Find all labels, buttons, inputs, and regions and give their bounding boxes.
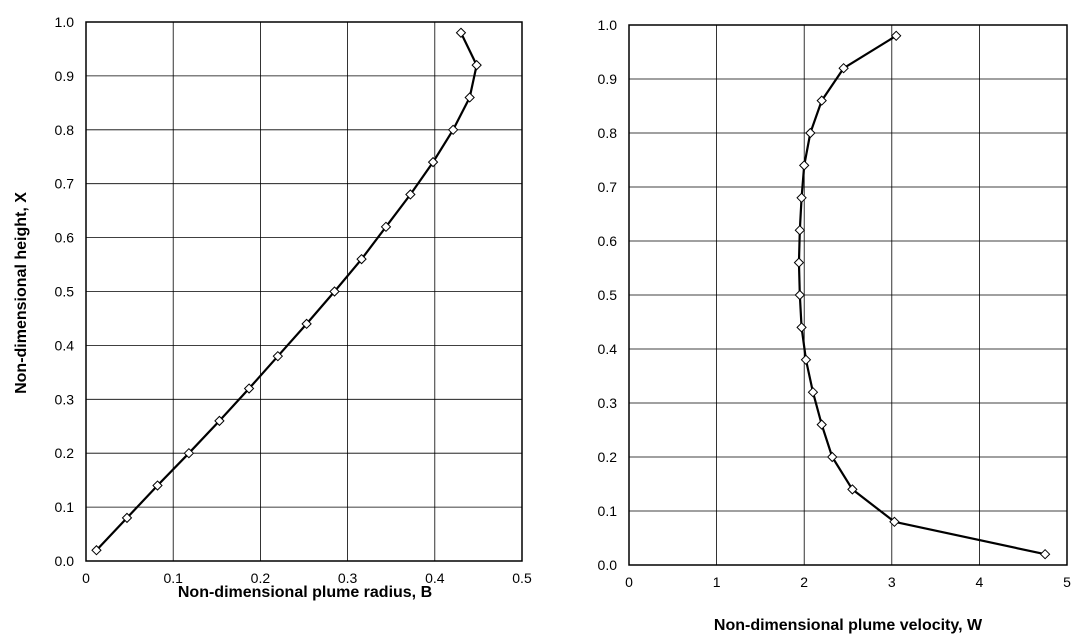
data-point-marker [794, 224, 806, 236]
x-axis-label: Non-dimensional plume radius, B [178, 584, 432, 601]
data-point-marker [471, 59, 482, 71]
data-point-marker [405, 189, 416, 200]
data-point-marker [890, 30, 902, 42]
data-point-marker [183, 447, 195, 459]
x-tick-label: 2 [800, 574, 808, 590]
series [793, 30, 1051, 560]
x-tick-label: 4 [976, 574, 984, 590]
data-point-marker [827, 451, 838, 463]
data-point-marker [816, 95, 827, 106]
data-point-marker [794, 289, 806, 301]
y-tick-label: 0.1 [598, 503, 618, 519]
data-point-marker [796, 322, 807, 333]
x-tick-label: 0.3 [338, 570, 358, 586]
y-tick-label: 0.0 [55, 553, 75, 569]
y-tick-label: 0.4 [598, 341, 618, 357]
data-point-marker [455, 27, 467, 38]
data-point-marker [464, 92, 475, 103]
x-tick-label: 0.2 [251, 570, 271, 586]
y-tick-label: 0.5 [598, 287, 618, 303]
x-axis-label: Non-dimensional plume velocity, W [714, 617, 983, 634]
y-tick-label: 1.0 [55, 14, 75, 30]
data-point-marker [800, 354, 812, 366]
data-point-marker [447, 124, 459, 136]
data-point-marker [889, 516, 900, 528]
y-tick-label: 0.3 [598, 395, 618, 411]
y-tick-label: 0.8 [55, 122, 75, 138]
grid-lines [628, 24, 1068, 566]
y-tick-label: 0.7 [55, 176, 75, 192]
y-tick-label: 0.0 [598, 557, 618, 573]
data-point-marker [805, 127, 816, 139]
x-tick-label: 1 [713, 574, 721, 590]
x-tick-label: 0.4 [425, 570, 445, 586]
data-point-marker [301, 318, 312, 330]
data-point-marker [1039, 548, 1051, 560]
data-point-marker [847, 484, 858, 495]
data-point-marker [427, 156, 439, 168]
series [91, 27, 482, 556]
y-tick-label: 1.0 [598, 17, 618, 33]
x-tick-label: 0 [625, 574, 633, 590]
data-point-marker [243, 383, 255, 394]
x-tick-label: 0.1 [163, 570, 183, 586]
data-point-marker [380, 221, 392, 233]
plot-frame [628, 24, 1068, 566]
y-tick-label: 0.7 [598, 179, 618, 195]
data-point-marker [796, 192, 807, 204]
tick-labels: 0 0.1 0.2 0.3 0.4 0.5 0.0 0.1 0.2 0.3 0.4 0.5 0.6 0.7… [55, 14, 532, 586]
y-tick-label: 0.3 [55, 391, 75, 407]
x-tick-label: 5 [1063, 574, 1071, 590]
y-tick-label: 0.6 [598, 233, 618, 249]
y-tick-label: 0.8 [598, 125, 618, 141]
tick-labels: 0 1 2 3 4 5 0.0 0.1 0.2 0.3 0.4 0.5 0.6 0.7 0.8 0.9 1.0 [598, 17, 1072, 590]
plot-frame [85, 21, 523, 562]
data-point-marker [356, 253, 367, 265]
data-point-marker [838, 62, 849, 74]
data-point-marker [798, 160, 810, 171]
data-point-marker [91, 545, 102, 556]
y-tick-label: 0.4 [55, 337, 75, 353]
x-tick-label: 0 [82, 570, 90, 586]
data-point-marker [816, 419, 827, 430]
y-tick-label: 0.2 [598, 449, 618, 465]
x-tick-label: 3 [888, 574, 896, 590]
data-point-marker [272, 350, 284, 362]
y-tick-label: 0.9 [598, 71, 618, 87]
y-tick-label: 0.1 [55, 499, 75, 515]
data-point-marker [807, 386, 819, 398]
y-tick-label: 0.5 [55, 284, 75, 300]
data-point-marker [121, 512, 133, 524]
data-point-marker [214, 415, 225, 427]
y-tick-label: 0.9 [55, 68, 75, 84]
chart-plume-velocity: 0 1 2 3 4 50.00.10.20.30.40.50.60.70.80.91.0 … [598, 17, 1072, 634]
data-point-marker [793, 257, 805, 268]
data-point-marker [152, 480, 163, 491]
y-axis-label: Non-dimensional height, X [13, 192, 30, 394]
grid-lines [85, 21, 523, 562]
y-tick-label: 0.6 [55, 230, 75, 246]
y-tick-label: 0.2 [55, 445, 75, 461]
chart-plume-radius: 0 0.1 0.2 0.3 0.4 0.5 0.0 0.1 0.2 0.3 0.4 0.5 0.6 0.7… [13, 14, 532, 601]
data-point-marker [329, 286, 340, 297]
x-tick-label: 0.5 [512, 570, 532, 586]
